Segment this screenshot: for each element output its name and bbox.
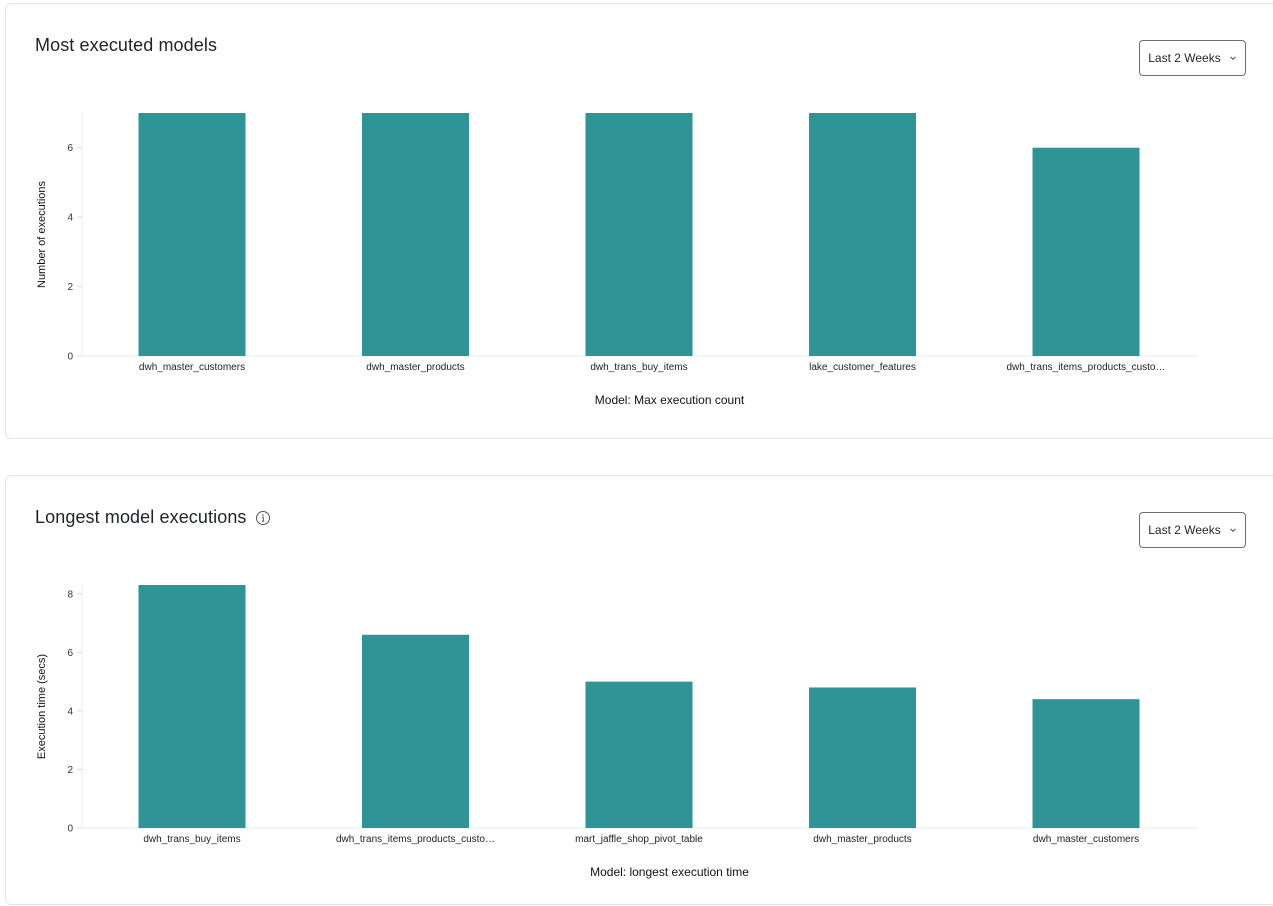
bar	[362, 634, 469, 828]
bar	[585, 681, 693, 828]
chevron-down-icon	[1229, 56, 1236, 61]
chevron-down-icon	[1229, 528, 1236, 533]
executions-bar-chart: 0 2 4 6 dwh_master_customers dwh_master_produ…	[36, 113, 1197, 407]
y-axis-label: Number of executions	[36, 181, 48, 288]
info-icon[interactable]	[255, 510, 271, 526]
dropdown-label: Last 2 Weeks	[1148, 51, 1221, 65]
bar	[138, 585, 246, 828]
most-executed-models-card: Most executed models Last 2 Weeks 0 2 4 6 dw…	[5, 3, 1273, 439]
time-range-dropdown[interactable]: Last 2 Weeks	[1139, 40, 1246, 76]
x-axis-label: Model: Max execution count	[595, 393, 745, 407]
x-tick-label: dwh_master_products	[366, 362, 464, 373]
execution-time-bar-chart: 0 2 4 6 8 dwh_trans_buy_items dwh_trans_items_…	[36, 585, 1197, 879]
y-axis-label: Execution time (secs)	[36, 654, 48, 759]
x-tick-label: dwh_master_customers	[139, 362, 245, 373]
bar	[585, 113, 693, 356]
bar	[809, 113, 916, 356]
x-axis-label: Model: longest execution time	[590, 865, 749, 879]
y-tick-label: 6	[67, 648, 73, 659]
time-range-dropdown[interactable]: Last 2 Weeks	[1139, 512, 1246, 548]
bar	[809, 687, 916, 828]
longest-model-executions-card: Longest model executions Last 2 Weeks 0 2…	[5, 475, 1273, 905]
y-tick-label: 4	[67, 706, 73, 717]
y-tick-label: 2	[67, 282, 73, 293]
x-tick-label: dwh_trans_buy_items	[590, 362, 687, 373]
y-tick-label: 6	[67, 143, 73, 154]
y-tick-label: 8	[67, 589, 73, 600]
bar	[1032, 147, 1140, 356]
x-tick-label: mart_jaffle_shop_pivot_table	[575, 834, 703, 845]
bar	[138, 113, 246, 356]
x-tick-label: dwh_trans_items_products_custo…	[1007, 362, 1166, 373]
y-tick-label: 0	[67, 824, 73, 835]
x-tick-label: dwh_master_customers	[1033, 834, 1139, 845]
x-tick-label: dwh_master_products	[813, 834, 911, 845]
x-tick-label: dwh_trans_buy_items	[143, 834, 240, 845]
x-tick-label: lake_customer_features	[809, 362, 916, 373]
y-tick-label: 0	[67, 352, 73, 363]
most-executed-models-title: Most executed models	[35, 35, 218, 55]
bar	[362, 113, 469, 356]
y-tick-label: 4	[67, 213, 73, 224]
x-tick-label: dwh_trans_items_products_custo…	[336, 834, 495, 845]
longest-model-executions-title: Longest model executions	[35, 507, 247, 527]
card-title: Most executed models	[35, 35, 217, 56]
bar	[1032, 699, 1140, 828]
card-title: Longest model executions	[35, 507, 271, 528]
dropdown-label: Last 2 Weeks	[1148, 523, 1221, 537]
y-tick-label: 2	[67, 765, 73, 776]
